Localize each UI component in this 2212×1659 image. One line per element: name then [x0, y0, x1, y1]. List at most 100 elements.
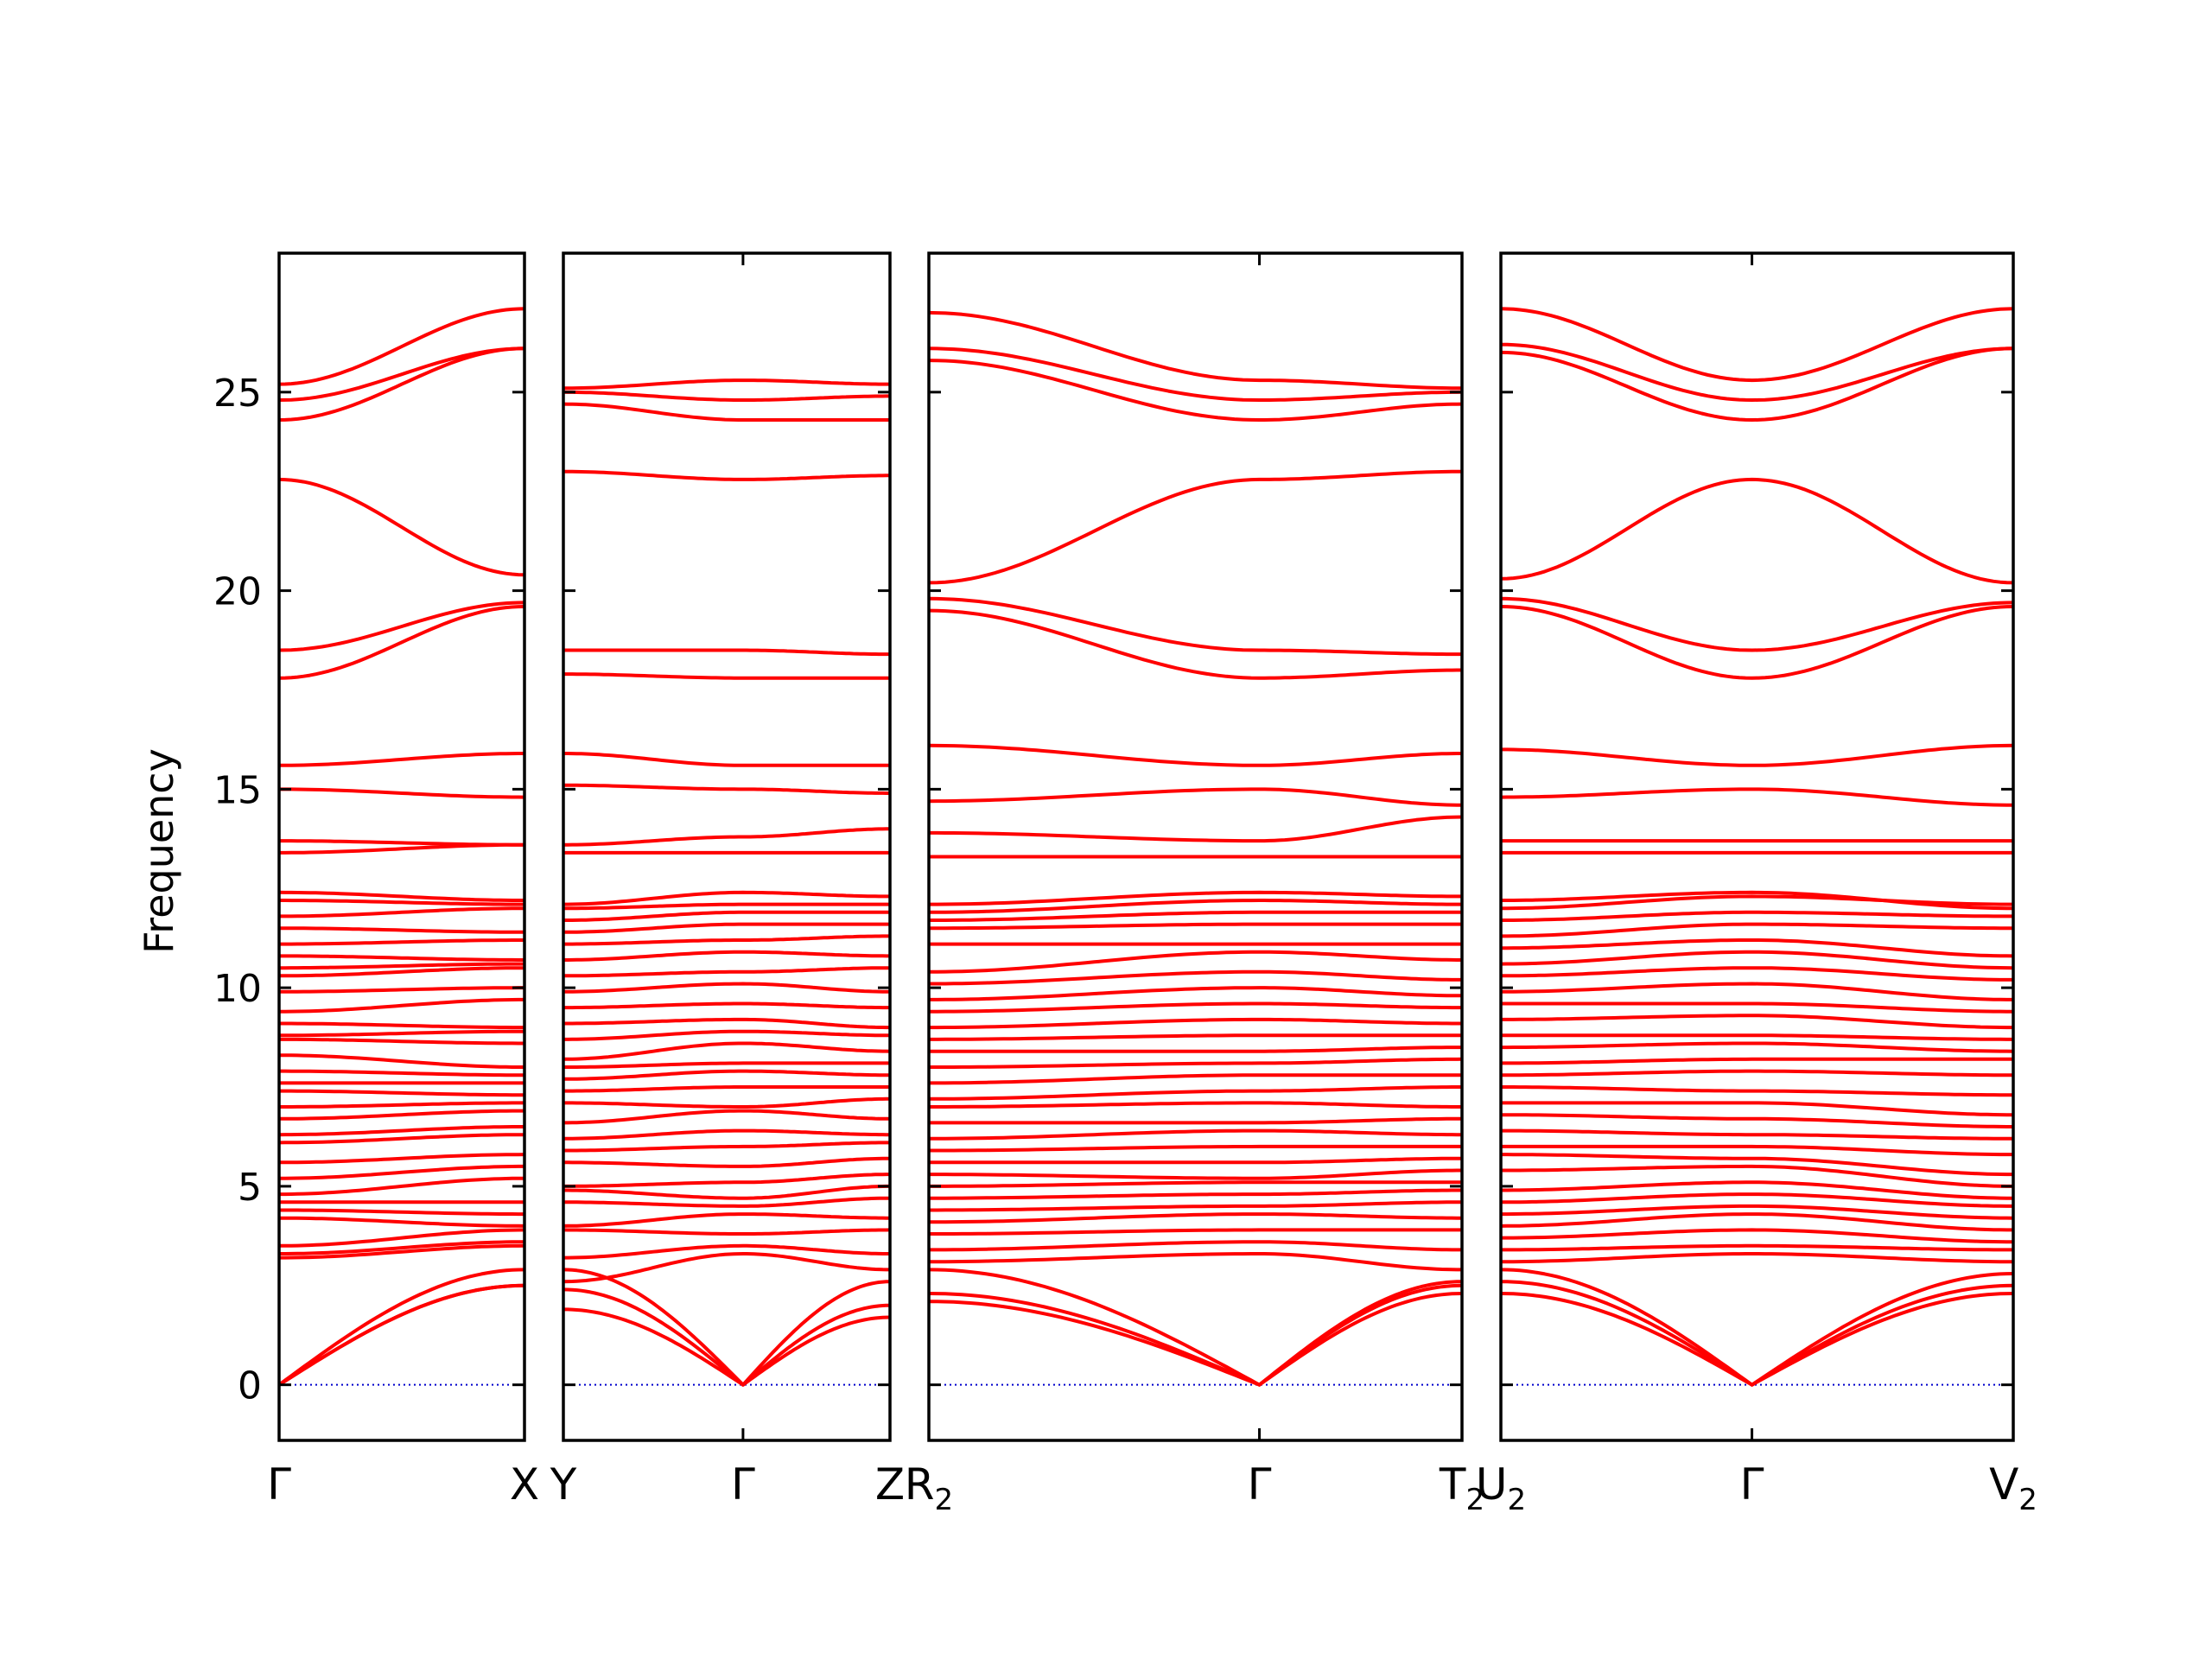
- k-point-label: V2: [1989, 1459, 2037, 1517]
- band-line-panel-2-9: [563, 1184, 890, 1200]
- band-line-panel-4-34: [1500, 787, 2013, 807]
- band-line-panel-3-21: [929, 1033, 1462, 1041]
- band-line-panel-2-19: [563, 1041, 891, 1061]
- band-line-panel-4-2: [1500, 1280, 2014, 1387]
- band-line-panel-1-31: [279, 906, 524, 918]
- band-line-panel-1-8: [279, 1208, 524, 1217]
- band-line-panel-4-21: [1501, 1033, 2013, 1041]
- band-line-panel-3-13: [929, 1144, 1462, 1153]
- band-line-panel-4-22: [1501, 1014, 2013, 1030]
- panel-frame-4: [1499, 251, 2015, 1442]
- band-line-panel-1-29: [279, 938, 524, 946]
- band-line-panel-1-15: [279, 1109, 524, 1121]
- band-line-panel-2-35: [563, 672, 890, 680]
- band-line-panel-3-28: [929, 922, 1462, 931]
- band-line-panel-2-10: [563, 1173, 890, 1188]
- panel-frames: [277, 251, 2015, 1442]
- panel-frame-2: [562, 251, 892, 1442]
- band-line-panel-1-25: [279, 986, 524, 994]
- band-line-panel-2-12: [563, 1141, 890, 1153]
- band-line-panel-3-1: [929, 1292, 1463, 1387]
- band-line-panel-2-24: [563, 966, 890, 978]
- band-line-panel-4-41: [1500, 307, 2014, 383]
- band-line-panel-2-38: [563, 402, 890, 422]
- band-line-panel-3-37: [928, 596, 1462, 657]
- band-line-panel-4-40: [1500, 342, 2014, 402]
- band-line-panel-1-10: [279, 1176, 524, 1197]
- band-line-panel-3-12: [929, 1156, 1462, 1165]
- band-line-panel-3-4: [929, 1252, 1462, 1272]
- band-line-panel-3-38: [928, 469, 1463, 585]
- band-line-panel-2-4: [563, 1252, 890, 1284]
- k-point-label: R2: [905, 1459, 953, 1517]
- band-line-panel-4-37: [1500, 596, 2014, 652]
- band-line-panel-1-19: [279, 1069, 524, 1077]
- band-line-panel-3-31: [929, 890, 1462, 906]
- band-line-panel-1-30: [279, 926, 524, 934]
- k-point-label: Γ: [267, 1459, 291, 1510]
- band-line-panel-2-15: [563, 1096, 890, 1109]
- band-line-panel-4-18: [1501, 1069, 2013, 1077]
- band-line-panel-2-30: [563, 890, 890, 906]
- band-line-panel-4-30: [1501, 894, 2013, 911]
- band-line-panel-2-22: [563, 1001, 890, 1010]
- y-tick-label: 10: [213, 967, 262, 1011]
- band-line-panel-1-43: [278, 307, 525, 386]
- band-line-panel-3-17: [929, 1085, 1462, 1101]
- band-line-panel-1-20: [279, 1053, 524, 1069]
- band-line-panel-1-42: [278, 346, 525, 402]
- band-line-panel-2-8: [563, 1196, 890, 1208]
- band-line-panel-2-11: [563, 1156, 890, 1168]
- band-line-panel-4-9: [1501, 1192, 2013, 1208]
- band-line-panel-2-14: [563, 1109, 890, 1125]
- band-line-panel-1-12: [279, 1153, 525, 1165]
- band-line-panel-4-5: [1501, 1243, 2013, 1252]
- band-line-panel-3-36: [928, 608, 1462, 680]
- band-line-panel-2-20: [563, 1029, 890, 1041]
- band-line-panel-1-11: [279, 1164, 524, 1180]
- band-line-panel-3-8: [929, 1200, 1462, 1212]
- band-line-panel-4-28: [1501, 922, 2013, 938]
- band-line-panel-1-28: [279, 954, 524, 962]
- band-line-panel-4-11: [1501, 1164, 2013, 1188]
- k-point-label: Z: [875, 1459, 905, 1510]
- band-line-panel-4-23: [1501, 1001, 2013, 1014]
- band-line-panel-4-24: [1501, 982, 2013, 1001]
- band-line-panel-4-13: [1501, 1144, 2013, 1157]
- band-line-panel-1-2: [277, 1283, 525, 1387]
- band-line-panel-2-26: [563, 934, 890, 946]
- band-line-panel-4-8: [1501, 1204, 2014, 1220]
- band-line-panel-2-21: [563, 1017, 890, 1030]
- band-line-panel-3-9: [929, 1188, 1462, 1200]
- band-line-panel-2-39: [563, 390, 890, 402]
- panel-frame-3: [927, 251, 1464, 1442]
- band-line-panel-3-6: [929, 1228, 1462, 1236]
- axis-ticks: [279, 253, 2013, 1440]
- band-line-panel-3-39: [928, 359, 1463, 422]
- band-line-panel-2-17: [563, 1069, 890, 1081]
- band-line-panel-1-22: [279, 1029, 524, 1038]
- band-line-panel-3-35: [928, 743, 1462, 767]
- band-line-panel-2-27: [563, 922, 890, 934]
- band-line-panel-1-13: [278, 1133, 524, 1145]
- band-line-panel-4-12: [1501, 1153, 2013, 1177]
- band-line-panel-2-29: [563, 902, 890, 911]
- band-line-panel-3-5: [929, 1240, 1462, 1252]
- band-line-panel-1-38: [278, 605, 525, 680]
- band-line-panel-3-40: [928, 346, 1463, 402]
- band-line-panel-4-16: [1501, 1101, 2013, 1117]
- band-line-panel-4-38: [1500, 477, 2014, 585]
- band-line-panel-2-36: [563, 648, 890, 657]
- band-line-panel-3-20: [929, 1046, 1462, 1053]
- band-line-panel-2-16: [563, 1085, 890, 1093]
- band-line-panel-3-41: [928, 310, 1462, 391]
- band-line-panel-3-16: [929, 1101, 1462, 1109]
- y-tick-label: 25: [213, 372, 262, 416]
- band-line-panel-4-1: [1500, 1292, 2014, 1387]
- band-line-panel-1-4: [279, 1243, 525, 1260]
- band-line-panel-3-14: [928, 1128, 1462, 1141]
- band-line-panel-2-18: [563, 1061, 890, 1069]
- band-line-panel-1-39: [278, 601, 525, 652]
- band-line-panel-1-6: [279, 1228, 525, 1248]
